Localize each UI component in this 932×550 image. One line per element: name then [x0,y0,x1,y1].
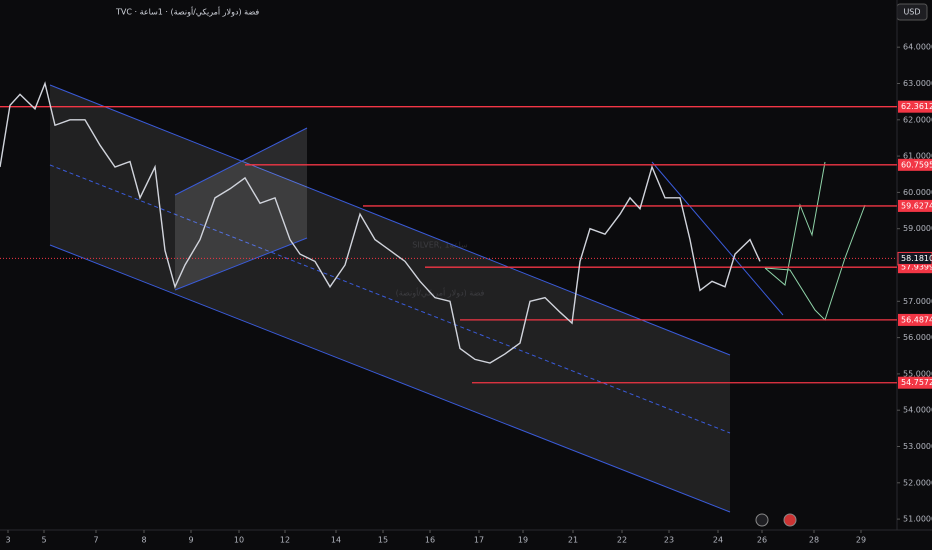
x-tick-label: 24 [713,536,723,545]
symbol-line: فضة (دولار أمريكي/أونصة) · 1ساعة · TVC [115,7,259,17]
y-tick-label: 55.0000 [903,369,932,378]
x-tick-label: 28 [809,536,819,545]
y-tick-label: 61.0000 [903,152,932,161]
trend-line [651,161,784,316]
level-label: 54.7572 [901,378,932,387]
projection [764,161,826,286]
x-tick-label: 9 [188,536,193,545]
watermark-subtitle: فضة (دولار أمريكي/أونصة) [396,288,485,298]
y-tick-label: 51.0000 [903,515,932,524]
x-tick-label: 10 [234,536,244,545]
x-tick-label: 7 [93,536,98,545]
current-price-label: 58.1810 [901,254,932,263]
level-label: 60.7595 [901,160,932,169]
x-tick-label: 15 [378,536,388,545]
channel-line [174,127,308,196]
level-label-box [898,313,932,326]
y-tick-label: 57.0000 [903,297,932,306]
price-line [0,81,761,364]
y-tick-label: 63.0000 [903,79,932,88]
channel-line [174,237,308,291]
y-tick-label: 54.0000 [903,406,932,415]
level-label-box [898,199,932,212]
channel-midline [49,164,731,434]
currency[interactable]: USD [903,8,920,17]
alert-icon[interactable] [755,513,769,527]
watermark: SILVER, 1ساعة [412,241,468,250]
x-tick-label: 12 [280,536,290,545]
current-price-box [897,251,932,265]
y-tick-label: 59.0000 [903,224,932,233]
level-label: 56.4874 [901,315,932,324]
x-tick-label: 8 [141,536,146,545]
level-label-box [898,158,932,171]
x-tick-label: 29 [856,536,866,545]
x-tick-label: 5 [41,536,46,545]
y-tick-label: 52.0000 [903,478,932,487]
channel-line [49,84,731,356]
y-tick-label: 53.0000 [903,442,932,451]
y-tick-label: 64.0000 [903,43,932,52]
x-tick-label: 14 [331,536,341,545]
x-tick-label: 16 [425,536,435,545]
x-tick-label: 19 [518,536,528,545]
x-tick-label: 21 [568,536,578,545]
level-label: 59.6274 [901,201,932,210]
y-tick-label: 60.0000 [903,188,932,197]
level-label-box [898,376,932,389]
y-tick-label: 62.0000 [903,115,932,124]
x-tick-label: 17 [474,536,484,545]
channel-line [49,244,731,513]
y-tick-label: 56.0000 [903,333,932,342]
level-label: 57.9399 [901,263,932,272]
x-tick-label: 23 [664,536,674,545]
x-tick-label: 26 [757,536,767,545]
x-tick-label: 3 [5,536,10,545]
projection [764,204,866,321]
level-label-box [898,100,932,113]
x-tick-label: 22 [617,536,627,545]
channel [175,128,307,290]
event-icon[interactable] [783,513,797,527]
level-label: 62.3612 [901,102,932,111]
